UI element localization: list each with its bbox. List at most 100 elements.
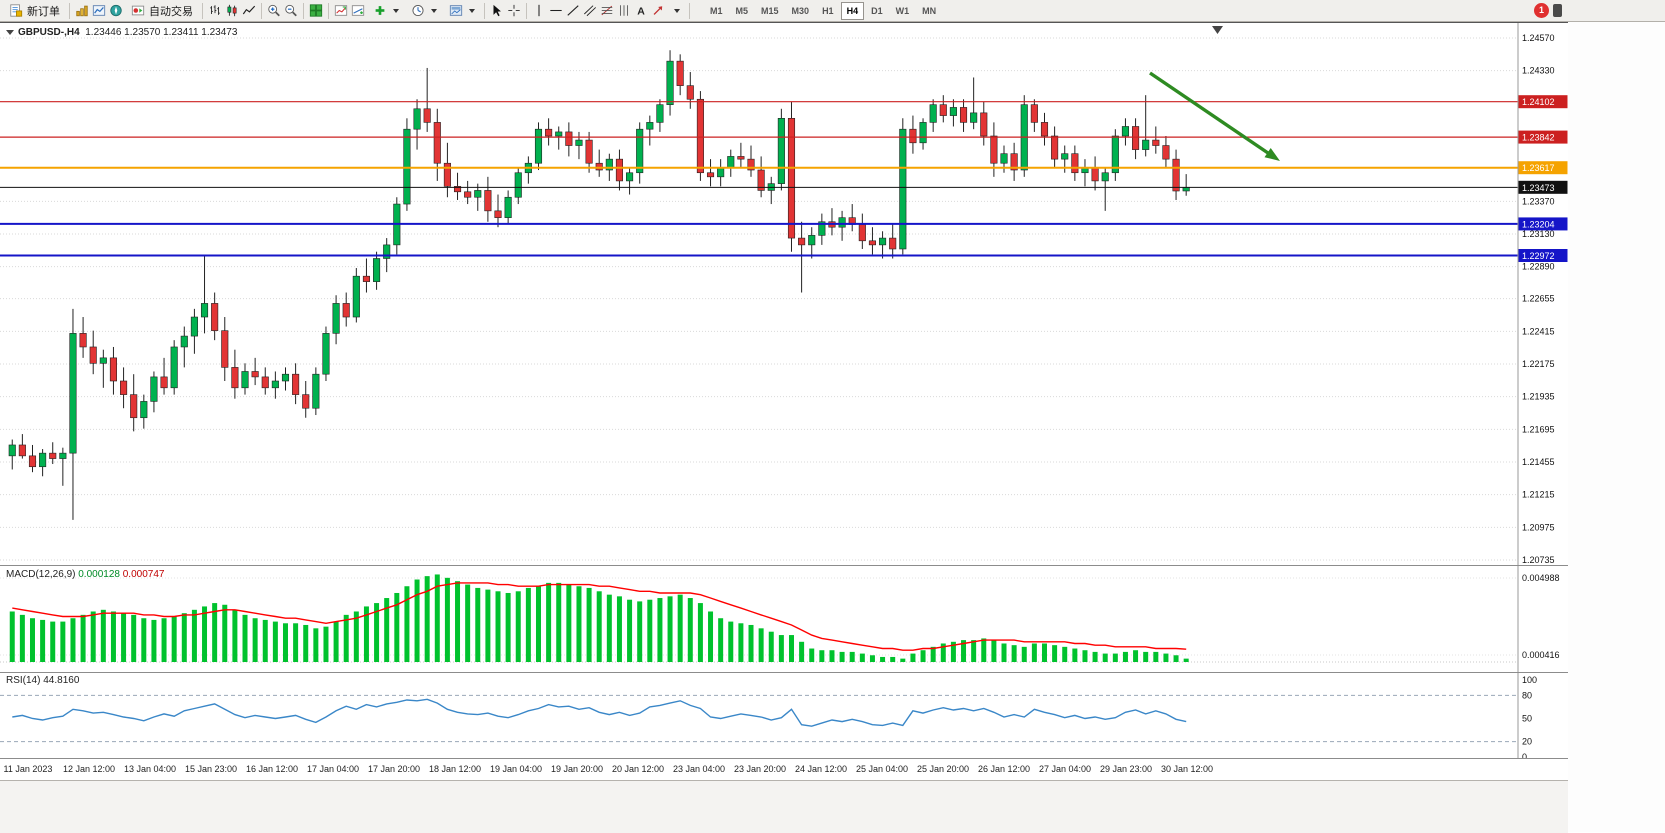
time-axis[interactable]: 11 Jan 2023 12 Jan 12:00 13 Jan 04:00 15 Ja… [0, 759, 1568, 780]
panel-divider[interactable] [0, 672, 1568, 673]
cursor-icon[interactable] [489, 3, 505, 19]
cycle-lines-icon[interactable] [616, 3, 632, 19]
rsi-panel[interactable]: 100 80 50 20 0 [0, 673, 1568, 758]
profit-chart-icon[interactable] [74, 3, 90, 19]
candles [8, 50, 1190, 520]
chevron-down-icon [393, 8, 399, 13]
horizontal-line-icon[interactable] [548, 3, 564, 19]
timeframe-MN[interactable]: MN [916, 2, 942, 20]
svg-text:0.004988: 0.004988 [1522, 573, 1560, 583]
toolbar-separator [689, 2, 690, 19]
svg-text:1.22415: 1.22415 [1522, 326, 1555, 336]
macd-header: MACD(12,26,9) 0.000128 0.000747 [6, 569, 164, 580]
autotrading-icon [130, 3, 146, 19]
shift-marker-icon [1212, 26, 1223, 34]
candlestick-icon[interactable] [224, 3, 240, 19]
svg-text:1.22175: 1.22175 [1522, 359, 1555, 369]
timeframe-D1[interactable]: D1 [865, 2, 889, 20]
panel-divider[interactable] [0, 565, 1568, 566]
main-chart[interactable]: 1.24570 1.24330 1.23370 1.23130 1.22890 1.226… [0, 23, 1568, 565]
macd-label: MACD(12,26,9) [6, 569, 76, 580]
time-label: 24 Jan 12:00 [794, 764, 848, 774]
macd-panel[interactable]: 0.004988 0.000416 [0, 566, 1568, 672]
time-label: 20 Jan 12:00 [611, 764, 665, 774]
chevron-down-icon [431, 8, 437, 13]
timeframe-M30[interactable]: M30 [786, 2, 816, 20]
panel-divider [0, 758, 1568, 759]
svg-text:20: 20 [1522, 737, 1532, 747]
new-order-label: 新订单 [27, 5, 60, 18]
timeframe-M5[interactable]: M5 [730, 2, 755, 20]
zoom-out-icon[interactable] [283, 3, 299, 19]
ohlc-bars-icon[interactable] [207, 3, 223, 19]
time-label: 19 Jan 04:00 [489, 764, 543, 774]
toolbar-separator [69, 2, 70, 19]
time-label: 19 Jan 20:00 [550, 764, 604, 774]
chart-header: GBPUSD-,H4 1.23446 1.23570 1.23411 1.234… [6, 27, 237, 38]
new-chart-icon[interactable] [350, 3, 366, 19]
periods-button[interactable] [405, 1, 442, 21]
collapse-icon[interactable] [6, 30, 14, 35]
window-menu-icon[interactable] [1553, 4, 1562, 17]
svg-text:1.22655: 1.22655 [1522, 294, 1555, 304]
arrow-tool-icon[interactable] [650, 3, 666, 19]
chevron-down-icon [469, 8, 475, 13]
svg-text:1.21935: 1.21935 [1522, 392, 1555, 402]
timeframe-H1[interactable]: H1 [816, 2, 840, 20]
time-label: 23 Jan 04:00 [672, 764, 726, 774]
text-tool-icon[interactable]: A [633, 3, 649, 19]
indicators-window-icon[interactable] [333, 3, 349, 19]
channel-icon[interactable] [582, 3, 598, 19]
fibonacci-icon[interactable] [599, 3, 615, 19]
toolbar: 新订单 自动交易 [0, 0, 1665, 22]
zoom-in-icon[interactable] [266, 3, 282, 19]
rsi-line [12, 698, 1187, 727]
add-indicator-button[interactable] [367, 1, 404, 21]
templates-button[interactable] [443, 1, 480, 21]
market-watch-icon[interactable] [91, 3, 107, 19]
svg-text:1.21695: 1.21695 [1522, 424, 1555, 434]
chart-window: 1.24570 1.24330 1.23370 1.23130 1.22890 1.226… [0, 22, 1568, 833]
add-indicator-plus-icon [372, 3, 388, 19]
macd-signal-line [12, 582, 1187, 651]
tile-windows-icon[interactable] [308, 3, 324, 19]
panel-divider [0, 780, 1568, 781]
trendline-icon[interactable] [565, 3, 581, 19]
vertical-line-icon[interactable] [531, 3, 547, 19]
time-label: 16 Jan 12:00 [245, 764, 299, 774]
line-chart-icon[interactable] [241, 3, 257, 19]
navigator-icon[interactable] [108, 3, 124, 19]
svg-text:1.20975: 1.20975 [1522, 522, 1555, 532]
rsi-header: RSI(14) 44.8160 [6, 675, 79, 686]
level-lines [0, 101, 1518, 257]
chart-symbol-label: GBPUSD-,H4 [18, 27, 80, 38]
notification-badge[interactable]: 1 [1534, 3, 1549, 18]
new-order-button[interactable]: 新订单 [3, 1, 65, 21]
toolbar-separator [202, 2, 203, 19]
svg-text:1.23130: 1.23130 [1522, 229, 1555, 239]
timeframe-W1[interactable]: W1 [890, 2, 916, 20]
chart-ohlc-values: 1.23446 1.23570 1.23411 1.23473 [85, 27, 238, 38]
time-label: 26 Jan 12:00 [977, 764, 1031, 774]
svg-text:1.22890: 1.22890 [1522, 262, 1555, 272]
timeframe-bar: M1 M5 M15 M30 H1 H4 D1 W1 MN [704, 1, 942, 20]
time-label: 29 Jan 23:00 [1099, 764, 1153, 774]
svg-text:1.23204: 1.23204 [1522, 219, 1555, 229]
autotrading-label: 自动交易 [149, 5, 193, 18]
svg-text:1.23842: 1.23842 [1522, 133, 1555, 143]
trend-arrow [1149, 71, 1280, 161]
crosshair-icon[interactable] [506, 3, 522, 19]
new-order-icon [8, 3, 24, 19]
svg-text:1.20735: 1.20735 [1522, 555, 1555, 565]
timeframe-M1[interactable]: M1 [704, 2, 729, 20]
svg-text:1.24102: 1.24102 [1522, 97, 1555, 107]
rsi-label: RSI(14) [6, 675, 41, 686]
time-label: 15 Jan 23:00 [184, 764, 238, 774]
shapes-dropdown[interactable] [667, 1, 685, 21]
time-label: 25 Jan 04:00 [855, 764, 909, 774]
timeframe-M15[interactable]: M15 [755, 2, 785, 20]
time-label: 30 Jan 12:00 [1160, 764, 1214, 774]
timeframe-H4[interactable]: H4 [840, 1, 865, 20]
svg-text:1.23617: 1.23617 [1522, 163, 1555, 173]
autotrading-button[interactable]: 自动交易 [125, 1, 198, 21]
